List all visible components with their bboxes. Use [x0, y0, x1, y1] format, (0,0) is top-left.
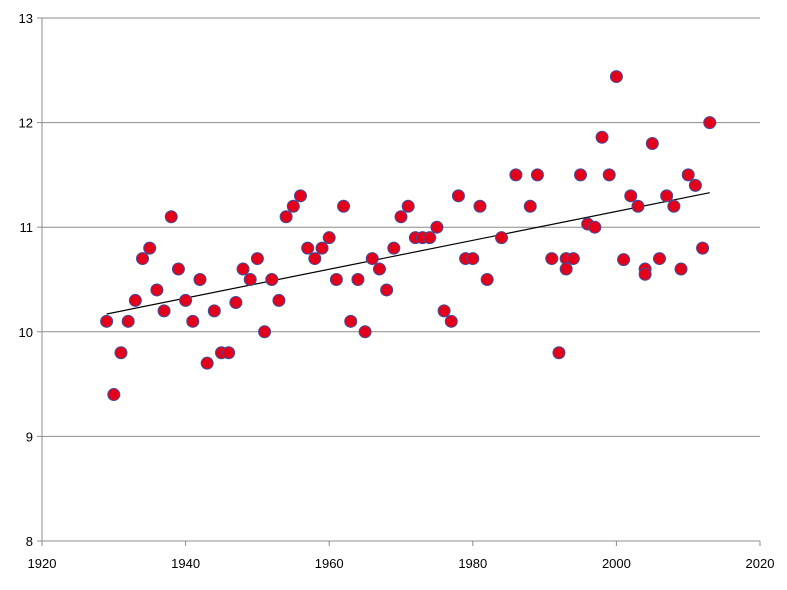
data-point-27	[293, 189, 307, 203]
data-point-21	[250, 252, 264, 266]
data-point-52	[473, 199, 487, 213]
data-point-32	[329, 273, 343, 286]
data-point-59	[552, 346, 566, 360]
y-tick-labels: 8 9 10 11 12 13	[19, 11, 33, 549]
data-point-15	[207, 304, 221, 318]
x-tick-label-3: 1980	[458, 556, 487, 571]
data-point-9	[164, 210, 178, 224]
data-point-0	[100, 314, 114, 328]
data-point-25	[279, 210, 293, 224]
data-point-78	[674, 262, 688, 276]
axes	[37, 17, 761, 546]
data-point-56	[523, 199, 537, 213]
data-point-11	[179, 293, 193, 307]
data-point-13	[193, 273, 207, 286]
data-point-68	[609, 70, 623, 84]
x-tick-label-0: 1920	[28, 556, 57, 571]
data-point-28	[301, 241, 315, 255]
data-point-33	[337, 199, 351, 213]
x-tick-label-1: 1940	[171, 556, 200, 571]
data-point-39	[380, 283, 394, 297]
data-point-49	[451, 189, 465, 203]
y-tick-label-5: 13	[19, 11, 33, 26]
data-point-80	[688, 178, 702, 192]
y-tick-label-0: 8	[26, 534, 33, 549]
data-point-79	[681, 168, 695, 182]
data-point-47	[437, 304, 451, 318]
data-point-8	[157, 304, 171, 318]
data-point-73	[638, 267, 652, 281]
data-point-63	[574, 168, 587, 182]
y-tick-label-1: 9	[26, 429, 33, 444]
data-point-65	[588, 220, 602, 234]
data-point-40	[387, 241, 401, 255]
data-point-18	[229, 296, 243, 310]
data-point-67	[602, 168, 616, 182]
data-point-74	[645, 137, 659, 151]
data-point-23	[265, 273, 279, 286]
data-point-26	[286, 199, 300, 213]
data-point-57	[530, 168, 544, 182]
x-tick-label-4: 2000	[602, 556, 631, 571]
data-point-5	[136, 252, 150, 266]
data-point-14	[200, 356, 214, 370]
data-point-69	[617, 253, 631, 267]
data-point-4	[128, 293, 142, 307]
data-point-37	[365, 252, 379, 266]
data-point-36	[358, 325, 372, 339]
y-tick-label-3: 11	[20, 220, 34, 235]
data-point-38	[372, 262, 386, 276]
data-point-22	[258, 325, 272, 339]
data-point-35	[351, 273, 365, 286]
data-point-34	[344, 314, 358, 328]
trendline-group	[106, 192, 710, 315]
data-point-48	[444, 314, 458, 328]
data-point-29	[308, 252, 322, 266]
data-point-42	[401, 199, 415, 213]
data-point-53	[480, 273, 494, 286]
data-point-70	[624, 189, 638, 203]
data-point-20	[243, 273, 257, 286]
data-point-82	[703, 116, 717, 130]
x-tick-label-5: 2020	[746, 556, 775, 571]
data-point-2	[114, 346, 128, 360]
data-point-75	[652, 252, 666, 266]
data-point-46	[430, 220, 444, 234]
data-point-3	[121, 314, 135, 328]
data-point-24	[272, 293, 286, 307]
x-tick-labels: 1920 1940 1960 1980 2000 2020	[28, 556, 775, 571]
data-point-51	[466, 252, 480, 266]
data-point-76	[660, 189, 674, 203]
data-point-62	[566, 252, 580, 266]
data-point-12	[186, 314, 200, 328]
data-points	[100, 70, 717, 402]
data-point-10	[171, 262, 185, 276]
data-point-6	[143, 241, 157, 255]
data-point-1	[107, 388, 121, 402]
trendline	[106, 192, 710, 315]
y-tick-label-4: 12	[19, 116, 33, 131]
x-tick-label-2: 1960	[315, 556, 344, 571]
data-point-7	[150, 283, 164, 297]
data-point-30	[315, 241, 329, 255]
data-point-61	[559, 262, 573, 276]
data-point-55	[509, 168, 523, 182]
data-point-45	[423, 231, 437, 245]
data-point-58	[545, 252, 559, 266]
data-point-54	[495, 231, 509, 245]
data-point-41	[394, 210, 408, 224]
data-point-66	[595, 130, 609, 144]
data-point-19	[236, 262, 250, 276]
y-tick-label-2: 10	[19, 325, 33, 340]
data-point-17	[222, 346, 236, 360]
data-point-81	[696, 241, 710, 255]
data-point-77	[667, 199, 681, 213]
data-point-31	[322, 231, 336, 245]
grid-lines	[42, 17, 760, 437]
data-point-71	[631, 199, 645, 213]
